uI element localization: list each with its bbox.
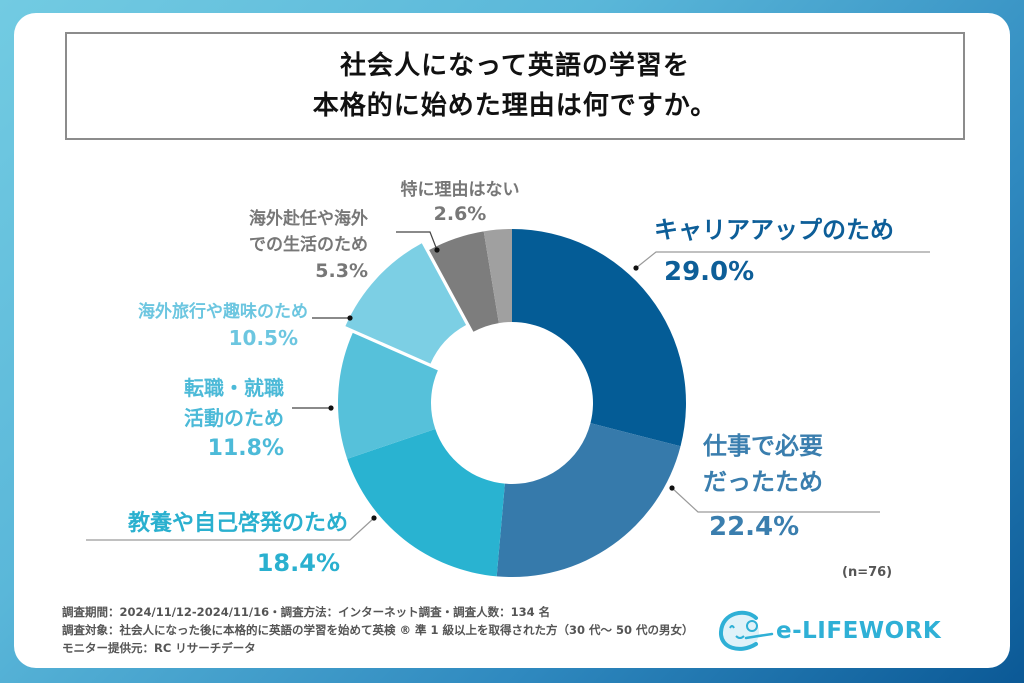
- slice-needed-for-work: [496, 423, 681, 577]
- label-self-improvement: 教養や自己啓発のため 18.4%: [86, 505, 348, 577]
- slice-value: 2.6%: [433, 203, 487, 225]
- slice-value: 18.4%: [256, 549, 340, 577]
- title-line-2: 本格的に始めた理由は何ですか。: [312, 91, 718, 121]
- slice-label: 特に理由はない: [400, 180, 520, 200]
- slice-job-change: [338, 332, 438, 459]
- leader-job-change-dot: [328, 405, 334, 411]
- slice-label-line1: 仕事で必要: [703, 432, 823, 460]
- survey-period-note: 調査期間：2024/11/12-2024/11/16・調査方法：インターネット調…: [62, 605, 551, 619]
- survey-target-note: 調査対象：社会人になった後に本格的に英語の学習を始めて英検 ® 準 1 級以上を…: [62, 623, 694, 637]
- sample-size: (n=76): [842, 565, 893, 580]
- slice-career-up: [512, 229, 686, 447]
- slice-value: 11.8%: [207, 436, 284, 461]
- leader-overseas-life-dot: [434, 247, 440, 253]
- leader-needed-for-work-dot: [669, 485, 675, 491]
- slice-label: キャリアアップのため: [654, 216, 894, 244]
- slice-value: 10.5%: [228, 326, 298, 350]
- label-needed-for-work: 仕事で必要 だったため 22.4%: [703, 428, 823, 542]
- slice-value: 22.4%: [709, 512, 800, 542]
- slice-label: 教養や自己啓発のため: [127, 511, 348, 536]
- slice-value: 29.0%: [664, 257, 755, 287]
- slice-label-line1: 海外赴任や海外: [249, 209, 368, 229]
- label-career-up: キャリアアップのため 29.0%: [654, 210, 894, 287]
- slice-label-line2: 活動のため: [184, 406, 284, 430]
- leader-needed-for-work: [671, 487, 880, 513]
- slice-self-improvement: [347, 428, 505, 577]
- slice-label-line2: だったため: [703, 468, 823, 496]
- smiling-face-swirl-icon: [719, 610, 774, 651]
- slice-label: 海外旅行や趣味のため: [138, 302, 308, 322]
- slice-travel-hobby: [345, 243, 467, 364]
- leader-self-improvement: [86, 517, 375, 541]
- slice-label-line1: 転職・就職: [184, 376, 284, 400]
- title-line-1: 社会人になって英語の学習を: [340, 51, 690, 81]
- label-no-reason: 特に理由はない 2.6%: [380, 178, 540, 226]
- leader-overseas-life: [396, 231, 438, 251]
- logo-text: e-LIFEWORK: [776, 618, 942, 644]
- label-job-change: 転職・就職 活動のため 11.8%: [140, 373, 284, 465]
- label-travel-hobby: 海外旅行や趣味のため 10.5%: [72, 300, 308, 352]
- leader-travel-hobby-dot: [347, 315, 353, 321]
- monitor-source-note: モニター提供元：RC リサーチデータ: [62, 641, 256, 655]
- e-lifework-logo: e-LIFEWORK: [716, 608, 941, 654]
- title-box: 社会人になって英語の学習を 本格的に始めた理由は何ですか。: [65, 32, 965, 140]
- leader-self-improvement-dot: [371, 515, 377, 521]
- slice-label-line2: での生活のため: [249, 235, 368, 255]
- slice-overseas-life: [429, 231, 499, 332]
- leader-career-up-dot: [633, 265, 639, 271]
- leader-career-up: [635, 251, 930, 269]
- label-overseas-life: 海外赴任や海外 での生活のため 5.3%: [210, 206, 368, 284]
- slice-no-reason: [483, 229, 512, 324]
- slice-value: 5.3%: [315, 260, 368, 282]
